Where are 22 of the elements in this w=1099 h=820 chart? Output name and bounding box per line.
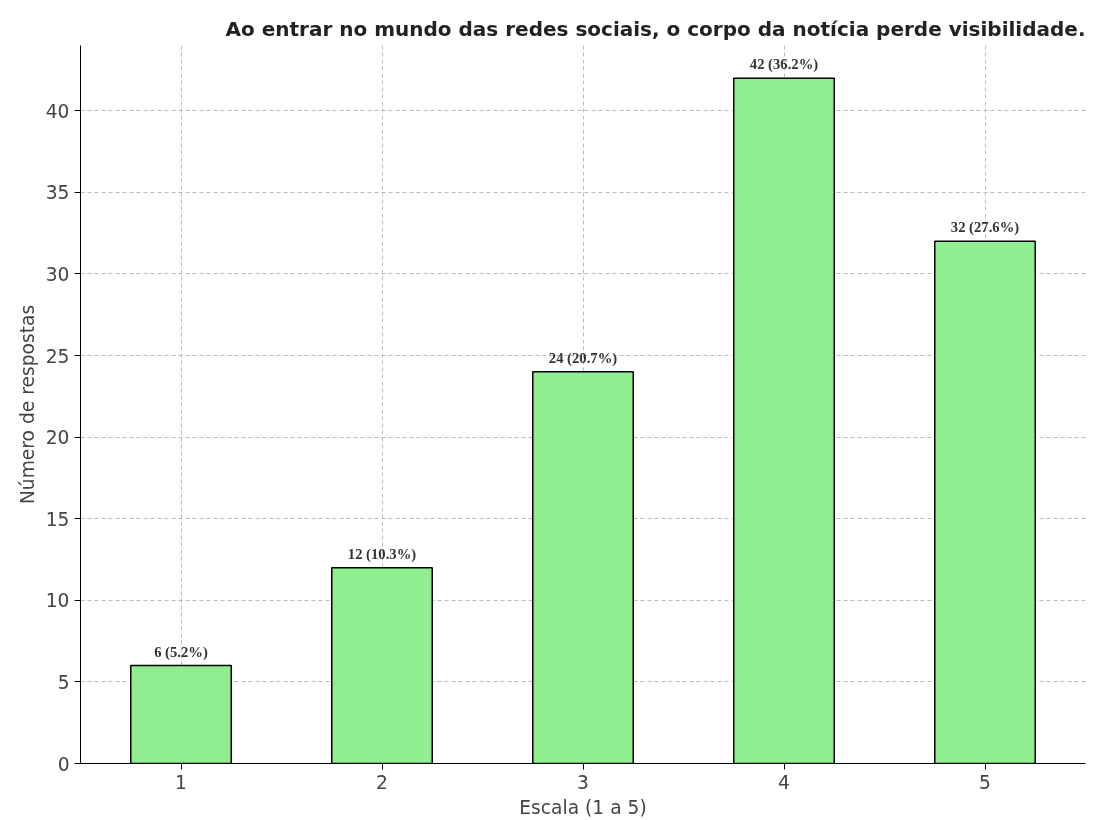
x-tick-label: 3 (577, 771, 589, 793)
x-tick-label: 2 (376, 771, 388, 793)
x-axis-title: Escala (1 a 5) (519, 796, 647, 818)
y-tick-label: 35 (45, 182, 70, 204)
y-tick-label: 15 (45, 508, 70, 530)
chart-title: Ao entrar no mundo das redes sociais, o corpo da notícia perde visibilidade. (225, 16, 1086, 41)
y-tick-label: 20 (45, 427, 70, 449)
y-tick-label: 5 (57, 671, 70, 693)
y-tick-label: 10 (45, 590, 70, 612)
y-tick-label: 0 (57, 753, 70, 775)
data-label: 6 (5.2%) (154, 643, 208, 661)
data-label: 32 (27.6%) (950, 219, 1020, 237)
y-tick-label: 25 (45, 345, 70, 367)
x-tick-label: 4 (778, 771, 790, 793)
y-axis-title: Número de respostas (16, 304, 38, 505)
data-label: 24 (20.7%) (548, 349, 618, 367)
y-tick-label: 30 (45, 263, 70, 285)
x-tick-label: 5 (979, 771, 991, 793)
y-tick-label: 40 (45, 100, 70, 122)
data-label: 12 (10.3%) (347, 545, 417, 563)
data-label: 42 (36.2%) (749, 56, 819, 74)
x-tick-label: 1 (175, 771, 187, 793)
